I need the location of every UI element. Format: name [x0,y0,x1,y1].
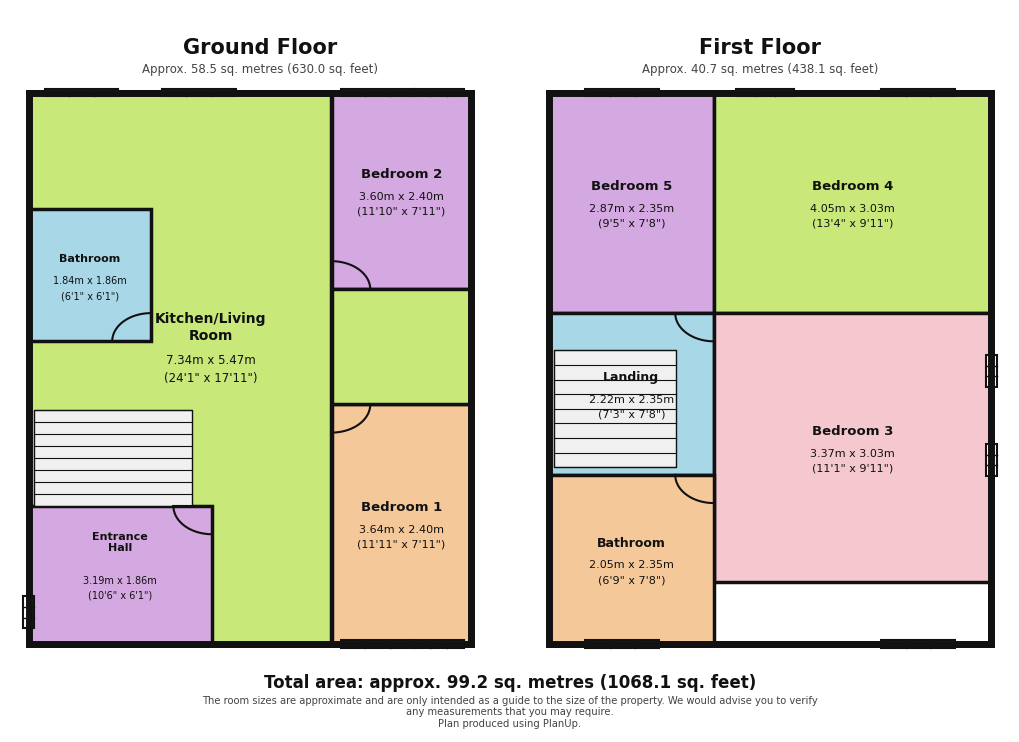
Text: and letting: and letting [699,421,819,440]
Bar [413,89,464,96]
Text: (13'4" x 9'11"): (13'4" x 9'11") [811,219,893,229]
Bar [985,444,996,476]
Text: Bedroom 4: Bedroom 4 [811,180,893,193]
Text: Bedroom 3: Bedroom 3 [811,425,893,438]
Bar [331,289,471,404]
Bar [331,93,471,289]
Bar [880,640,954,648]
Bar [713,313,990,582]
Text: (6'9" x 7'8"): (6'9" x 7'8") [597,575,664,585]
Text: 4.05m x 3.03m: 4.05m x 3.03m [809,204,895,214]
Bar [880,89,954,96]
Bar [548,93,990,644]
Bar [340,640,414,648]
Bar [548,93,990,644]
Bar [985,355,996,387]
Text: and letting: and letting [200,421,320,440]
Text: 2.05m x 2.35m: 2.05m x 2.35m [588,560,674,571]
Text: (11'11" x 7'11"): (11'11" x 7'11") [357,540,445,550]
Bar [713,93,990,313]
Text: (7'3" x 7'8"): (7'3" x 7'8") [597,410,664,420]
Bar [29,506,212,644]
Bar [34,410,192,506]
Text: (11'1" x 9'11"): (11'1" x 9'11") [811,464,893,473]
Bar [29,209,151,341]
Text: Bedroom 2: Bedroom 2 [361,168,441,181]
Text: (6'1" x 6'1"): (6'1" x 6'1") [61,291,118,301]
Bar [23,596,34,628]
Text: Kitchen/Living
Room: Kitchen/Living Room [155,312,266,343]
Text: Bathroom: Bathroom [59,254,120,264]
Bar [29,93,471,644]
Text: 3.64m x 2.40m: 3.64m x 2.40m [359,525,443,535]
Text: Bedroom 5: Bedroom 5 [590,180,672,193]
Text: 3.37m x 3.03m: 3.37m x 3.03m [809,449,895,459]
Bar [29,93,471,644]
Text: Landing: Landing [602,371,659,384]
Text: (10'6" x 6'1"): (10'6" x 6'1") [89,591,152,601]
Bar [548,93,713,313]
Bar [548,313,713,475]
Text: Cristal: Cristal [678,364,841,407]
Bar [413,640,464,648]
Text: The room sizes are approximate and are only intended as a guide to the size of t: The room sizes are approximate and are o… [202,696,817,729]
Text: Bathroom: Bathroom [596,536,665,550]
Text: 7.34m x 5.47m: 7.34m x 5.47m [166,355,255,367]
Text: Cristal: Cristal [178,364,341,407]
Text: (24'1" x 17'11"): (24'1" x 17'11") [164,372,257,384]
Bar [162,89,235,96]
Text: 1.84m x 1.86m: 1.84m x 1.86m [53,276,126,286]
Text: 2.87m x 2.35m: 2.87m x 2.35m [588,204,674,214]
Text: (11'10" x 7'11"): (11'10" x 7'11") [357,207,445,217]
Bar [585,640,658,648]
Text: 3.19m x 1.86m: 3.19m x 1.86m [84,576,157,586]
Text: 3.60m x 2.40m: 3.60m x 2.40m [359,192,443,202]
Bar [735,89,794,96]
Bar [553,350,676,467]
Text: Bedroom 1: Bedroom 1 [361,502,441,514]
Text: 2.22m x 2.35m: 2.22m x 2.35m [588,395,674,405]
Text: (9'5" x 7'8"): (9'5" x 7'8") [597,219,664,229]
Text: Approx. 40.7 sq. metres (438.1 sq. feet): Approx. 40.7 sq. metres (438.1 sq. feet) [641,62,877,76]
Bar [45,89,118,96]
Text: Ground Floor: Ground Floor [182,39,337,58]
Text: Entrance
Hall: Entrance Hall [93,531,148,554]
Bar [331,404,471,644]
Text: Total area: approx. 99.2 sq. metres (1068.1 sq. feet): Total area: approx. 99.2 sq. metres (106… [264,674,755,692]
Text: Approx. 58.5 sq. metres (630.0 sq. feet): Approx. 58.5 sq. metres (630.0 sq. feet) [142,62,378,76]
Bar [548,475,713,644]
Bar [29,93,331,644]
Text: First Floor: First Floor [698,39,820,58]
Bar [340,89,414,96]
Bar [585,89,658,96]
